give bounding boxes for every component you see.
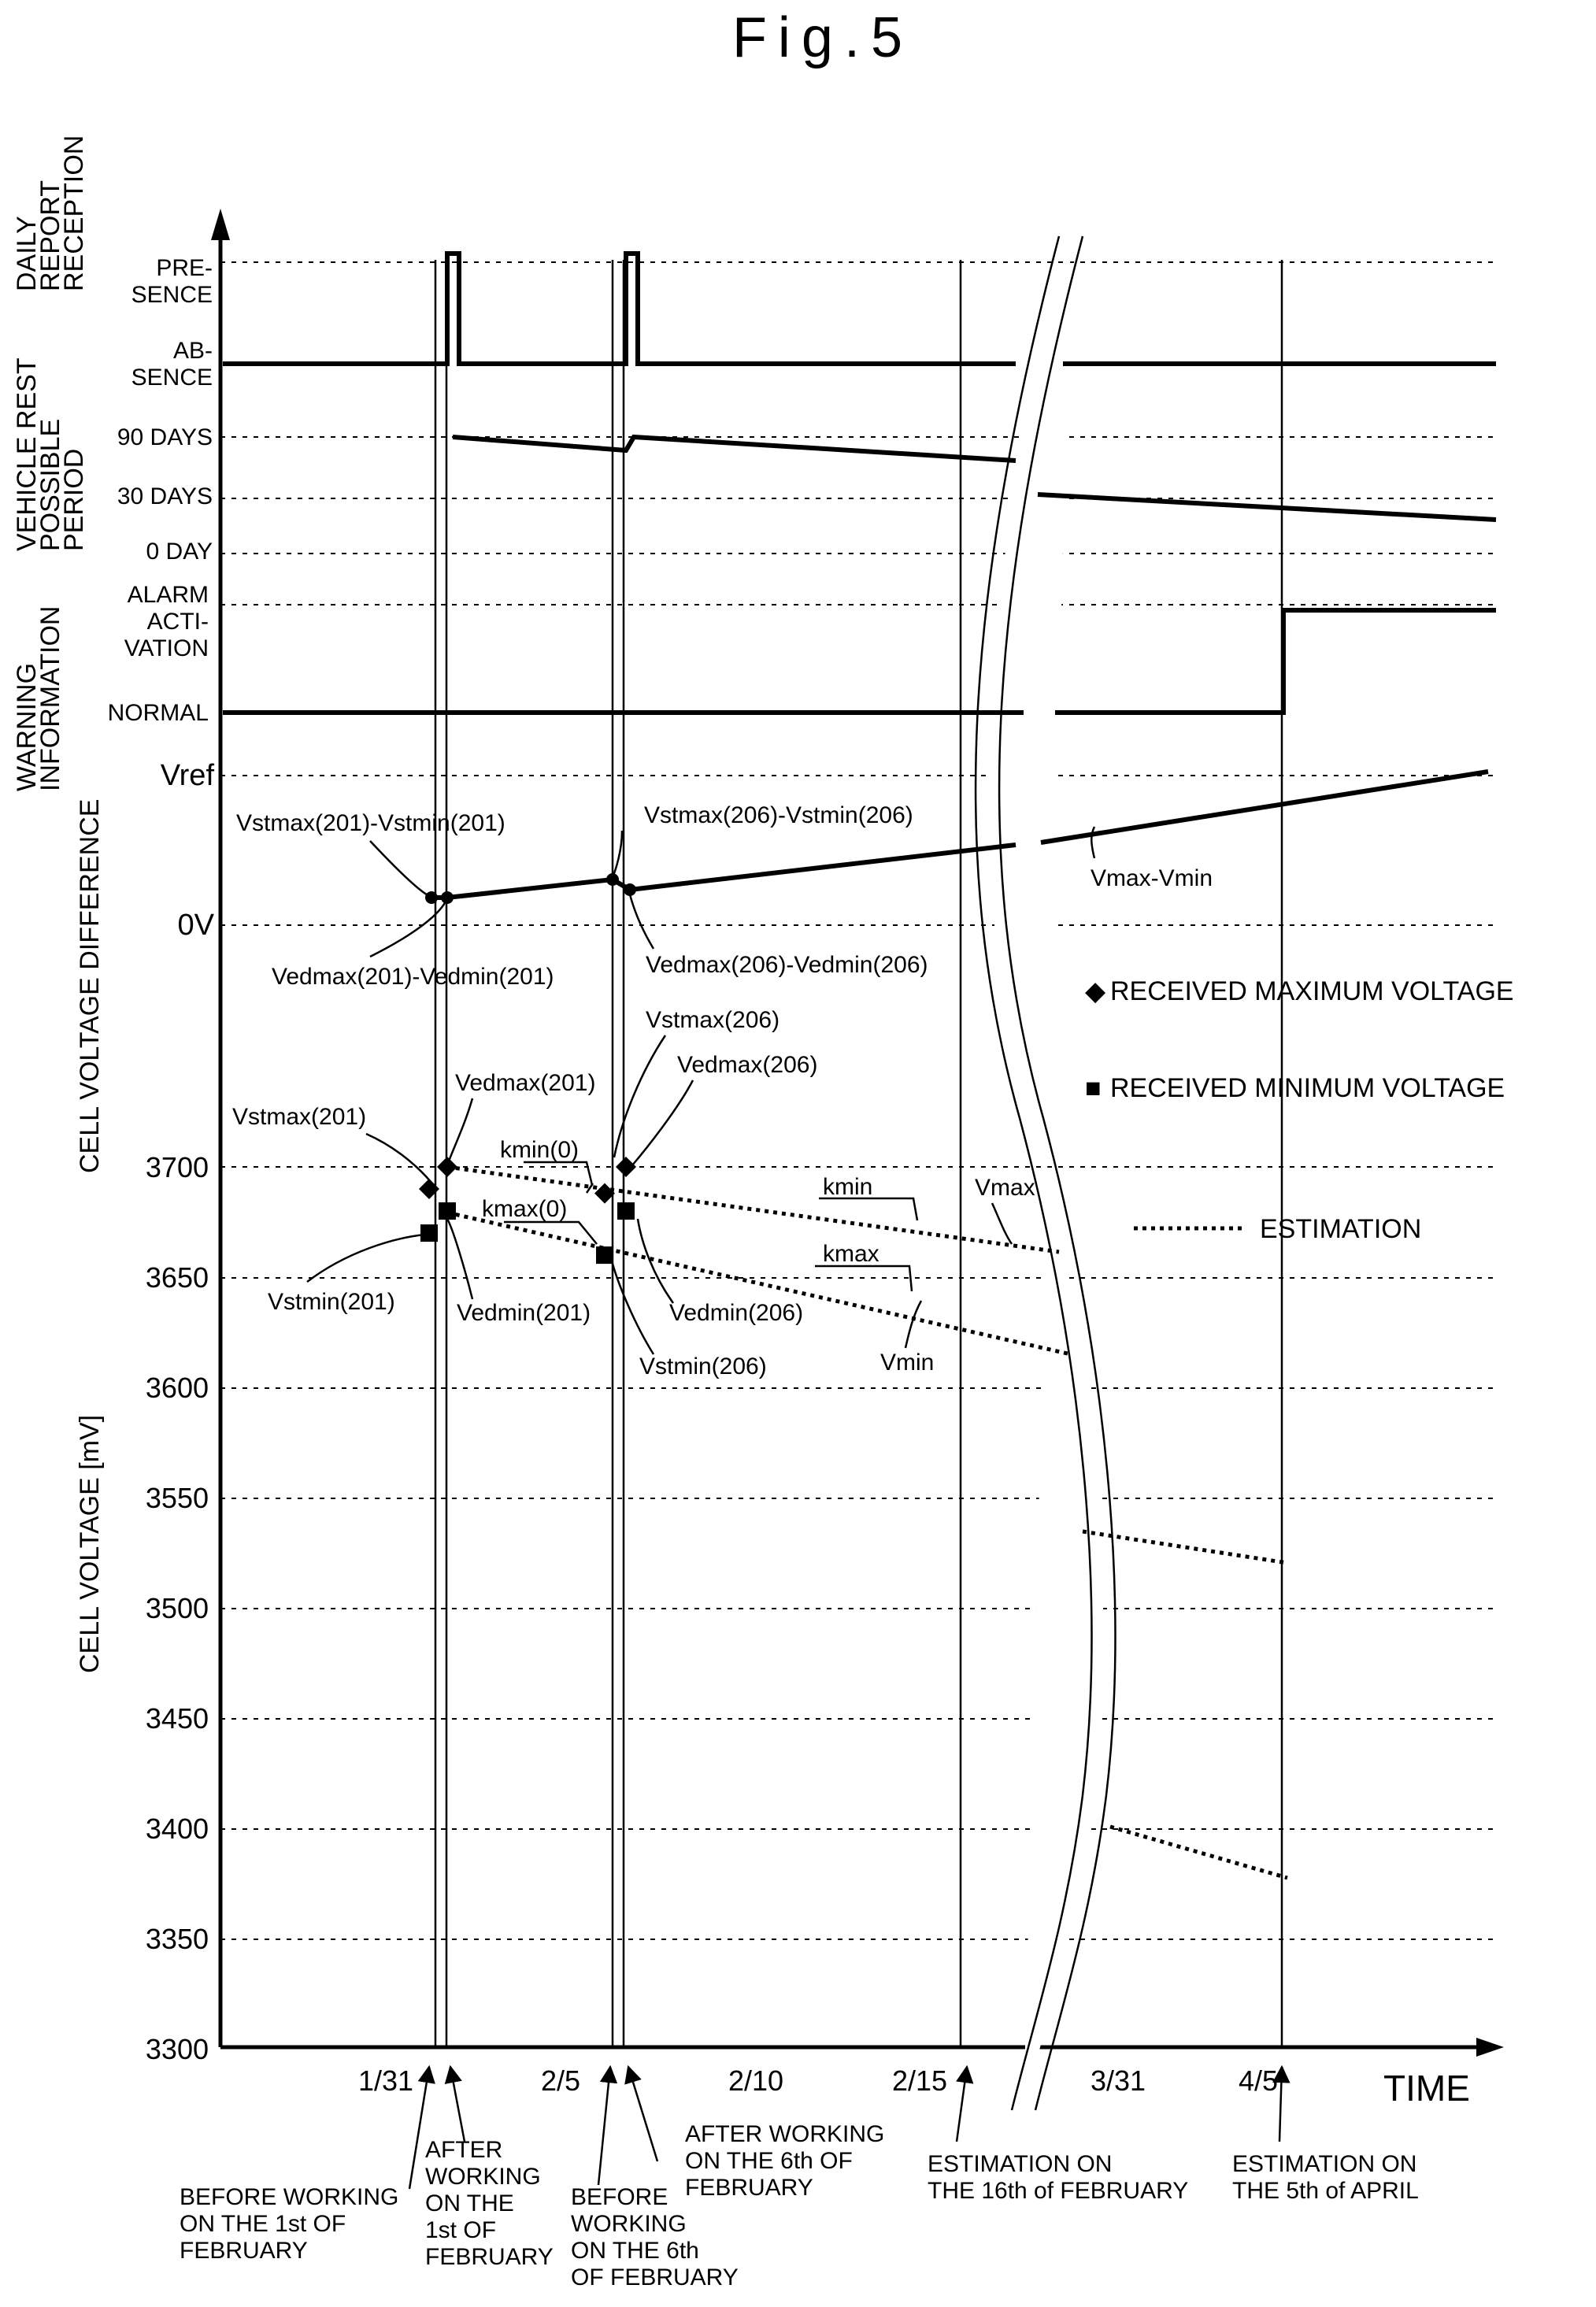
legend-max-marker: ◆ — [1085, 976, 1106, 1006]
rest-period-signal — [452, 434, 1497, 522]
ylabel-vehicle-rest: VEHICLE REST POSSIBLE PERIOD — [12, 351, 89, 551]
label-vedmin206: Vedmin(206) — [669, 1300, 803, 1326]
event-estimation-5th: ESTIMATION ON THE 5th of APRIL — [1232, 2151, 1424, 2204]
tick-3350: 3350 — [146, 1923, 209, 1955]
tick-1-31: 1/31 — [358, 2064, 413, 2097]
voltage-markers — [419, 1157, 636, 1265]
label-vmax: Vmax — [975, 1175, 1035, 1201]
label-vstmin201: Vstmin(201) — [268, 1289, 395, 1315]
event-estimation-16th: ESTIMATION ON THE 16th of FEBRUARY — [928, 2151, 1188, 2204]
ylabel-warning: WARNING INFORMATION — [12, 606, 65, 791]
level-absence: AB-SENCE — [131, 338, 213, 391]
event-lines — [434, 260, 1283, 2047]
cell-voltage-plot — [446, 1165, 1288, 1880]
ylabel-daily-report: DAILY REPORT RECEPTION — [12, 135, 89, 291]
time-ticks: 1/31 2/5 2/10 2/15 3/31 4/5 — [358, 2064, 1278, 2097]
legend-min-marker: ■ — [1085, 1073, 1102, 1103]
ylabel-cell-voltage: CELL VOLTAGE [mV] — [75, 1415, 105, 1673]
min-voltage-marker-3 — [617, 1202, 635, 1220]
label-vedmax201: Vedmax(201) — [455, 1070, 595, 1096]
daily-report-signal — [223, 251, 1496, 366]
label-kmax0: kmax(0) — [482, 1196, 567, 1222]
min-voltage-marker-0 — [420, 1224, 438, 1242]
level-alarm: ALARM ACTI-VATION — [124, 582, 209, 661]
tick-2-5: 2/5 — [541, 2064, 580, 2097]
label-kmin0: kmin(0) — [500, 1137, 579, 1163]
event-before-1st: BEFORE WORKING ON THE 1st OF FEBRUARY — [180, 2184, 405, 2264]
tick-3500: 3500 — [146, 1592, 209, 1624]
label-vstmax201: Vstmax(201) — [232, 1104, 366, 1130]
tick-3-31: 3/31 — [1091, 2064, 1146, 2097]
min-voltage-marker-2 — [596, 1246, 613, 1265]
tick-3450: 3450 — [146, 1702, 209, 1735]
legend-min-label: RECEIVED MINIMUM VOLTAGE — [1110, 1073, 1505, 1103]
level-labels: PRE-SENCE AB-SENCE 90 DAYS 30 DAYS 0 DAY… — [108, 255, 215, 942]
voltage-ticks: 3700 3650 3600 3550 3500 3450 3400 3350 … — [146, 1151, 209, 2065]
max-voltage-marker-1 — [437, 1157, 457, 1177]
label-kmax: kmax — [823, 1241, 879, 1267]
figure-title: Fig.5 — [732, 6, 913, 69]
label-diff206-start: Vstmax(206)-Vstmin(206) — [644, 802, 913, 828]
level-normal: NORMAL — [108, 700, 209, 726]
max-voltage-marker-3 — [616, 1157, 636, 1177]
event-after-6th: AFTER WORKING ON THE 6th OF FEBRUARY — [685, 2121, 891, 2201]
label-vmax-vmin: Vmax-Vmin — [1091, 865, 1213, 891]
event-labels: BEFORE WORKING ON THE 1st OF FEBRUARY AF… — [180, 2121, 1424, 2290]
level-presence: PRE-SENCE — [131, 255, 213, 308]
tick-3700: 3700 — [146, 1151, 209, 1183]
level-0v: 0V — [178, 909, 215, 942]
label-diff206-end: Vedmax(206)-Vedmin(206) — [646, 952, 928, 978]
level-90-days: 90 DAYS — [117, 424, 213, 450]
voltage-leaders — [306, 1035, 1013, 1355]
max-voltage-marker-0 — [419, 1179, 439, 1200]
time-axis-label: TIME — [1383, 2068, 1470, 2109]
guide-lines — [220, 261, 1496, 1940]
warning-signal — [223, 608, 1496, 715]
legend: ◆ RECEIVED MAXIMUM VOLTAGE ■ RECEIVED MI… — [1085, 976, 1514, 1244]
tick-4-5: 4/5 — [1239, 2064, 1278, 2097]
voltage-difference-signal — [425, 769, 1489, 904]
label-diff201-end: Vedmax(201)-Vedmin(201) — [272, 964, 554, 990]
label-vedmax206: Vedmax(206) — [677, 1052, 817, 1078]
level-vref: Vref — [161, 759, 215, 792]
label-diff201-start: Vstmax(201)-Vstmin(201) — [236, 810, 505, 836]
label-kmin: kmin — [823, 1174, 872, 1200]
tick-3600: 3600 — [146, 1372, 209, 1404]
voltage-annotations: Vstmax(206) Vedmax(206) Vedmax(201) Vstm… — [232, 1007, 1035, 1379]
tick-2-15: 2/15 — [892, 2064, 947, 2097]
label-vstmax206: Vstmax(206) — [646, 1007, 779, 1033]
label-vstmin206: Vstmin(206) — [639, 1353, 767, 1379]
label-vmin: Vmin — [880, 1350, 934, 1376]
tick-2-10: 2/10 — [728, 2064, 783, 2097]
ylabel-voltage-difference: CELL VOLTAGE DIFFERENCE — [75, 799, 105, 1173]
min-voltage-marker-1 — [439, 1202, 456, 1220]
difference-leaders — [369, 826, 1096, 958]
axes — [211, 209, 1504, 2057]
tick-3550: 3550 — [146, 1482, 209, 1514]
time-break — [974, 235, 1116, 2111]
event-arrows — [408, 2064, 1291, 2190]
label-vedmin201: Vedmin(201) — [457, 1300, 591, 1326]
tick-3300: 3300 — [146, 2033, 209, 2065]
legend-estimation-label: ESTIMATION — [1260, 1214, 1421, 1244]
tick-3650: 3650 — [146, 1261, 209, 1294]
level-0-day: 0 DAY — [146, 539, 213, 565]
max-voltage-marker-2 — [594, 1183, 615, 1204]
level-30-days: 30 DAYS — [117, 483, 213, 509]
difference-annotations: Vstmax(201)-Vstmin(201) Vstmax(206)-Vstm… — [236, 802, 1213, 990]
event-after-1st: AFTER WORKING ON THE 1st OF FEBRUARY — [425, 2137, 554, 2270]
tick-3400: 3400 — [146, 1813, 209, 1845]
event-before-6th: BEFORE WORKING ON THE 6th OF FEBRUARY — [571, 2184, 739, 2290]
legend-max-label: RECEIVED MAXIMUM VOLTAGE — [1110, 976, 1514, 1006]
